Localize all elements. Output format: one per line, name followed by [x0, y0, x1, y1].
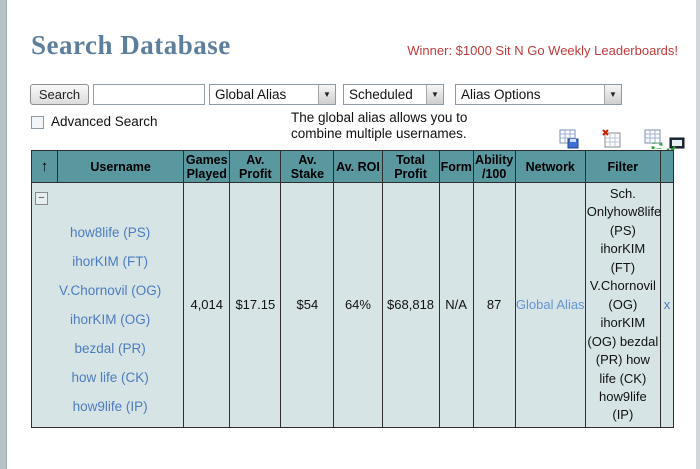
alias-options-select[interactable]: Alias Options ▼ — [455, 84, 622, 105]
alias-options-value: Alias Options — [461, 87, 541, 102]
total-profit-cell: $68,818 — [381, 182, 440, 428]
username-list: how8life (PS) ihorKIM (FT) V.Chornovil (… — [35, 218, 183, 421]
form-cell: N/A — [438, 182, 474, 428]
advanced-search-checkbox[interactable] — [31, 116, 44, 129]
remove-row-link[interactable]: x — [663, 297, 671, 313]
results-table: ↑ Username Games Played Av. Profit Av. Stak… — [30, 150, 675, 428]
av-roi-cell: 64% — [333, 182, 383, 428]
username-link[interactable]: how8life (PS) — [69, 224, 151, 240]
page-title: Search Database — [31, 30, 231, 60]
column-header-av-profit[interactable]: Av. Profit — [229, 150, 282, 183]
network-cell: Global Alias — [514, 182, 586, 428]
username-cell: − how8life (PS) ihorKIM (FT) V.Chornovil… — [30, 182, 185, 428]
page-right-edge — [696, 0, 700, 469]
excel-export-icon[interactable] — [602, 129, 622, 149]
column-header-ability[interactable]: Ability/100 — [472, 150, 516, 183]
username-link[interactable]: bezdal (PR) — [74, 340, 146, 356]
chevron-down-icon[interactable]: ▼ — [426, 85, 443, 104]
ability-cell: 87 — [472, 182, 516, 428]
schedule-select[interactable]: Scheduled ▼ — [343, 84, 444, 105]
column-header-total-profit[interactable]: Total Profit — [381, 150, 440, 183]
username-link[interactable]: how life (CK) — [71, 369, 149, 385]
username-link[interactable]: V.Chornovil (OG) — [58, 282, 162, 298]
collapse-group-button[interactable]: − — [35, 191, 48, 205]
column-header-remove — [659, 150, 675, 183]
username-link[interactable]: ihorKIM (FT) — [72, 253, 148, 269]
advanced-search-label: Advanced Search — [51, 114, 158, 129]
column-header-username[interactable]: Username — [57, 150, 185, 183]
page-left-edge — [0, 0, 7, 469]
column-header-av-roi[interactable]: Av. ROI — [333, 150, 383, 183]
username-link[interactable]: ihorKIM (OG) — [69, 311, 151, 327]
schedule-value: Scheduled — [349, 87, 413, 102]
search-type-value: Global Alias — [215, 87, 287, 102]
chevron-down-icon[interactable]: ▼ — [604, 85, 621, 104]
search-type-select[interactable]: Global Alias ▼ — [209, 84, 336, 105]
helper-line-2: combine multiple usernames. — [291, 126, 467, 141]
username-link[interactable]: how9life (IP) — [72, 398, 148, 414]
column-header-filter[interactable]: Filter — [584, 150, 661, 183]
search-input[interactable] — [93, 84, 205, 105]
network-link[interactable]: Global Alias — [515, 297, 585, 313]
column-header-network[interactable]: Network — [514, 150, 586, 183]
av-stake-cell: $54 — [280, 182, 335, 428]
search-button[interactable]: Search — [30, 84, 89, 105]
games-played-cell: 4,014 — [183, 182, 231, 428]
sort-column-header[interactable]: ↑ — [30, 150, 59, 183]
filter-cell: Sch. Onlyhow8life (PS) ihorKIM (FT) V.Ch… — [584, 182, 661, 428]
column-header-games-played[interactable]: Games Played — [183, 150, 231, 183]
column-header-av-stake[interactable]: Av. Stake — [280, 150, 335, 183]
chevron-down-icon[interactable]: ▼ — [318, 85, 335, 104]
save-table-icon[interactable] — [559, 129, 579, 149]
table-row: − how8life (PS) ihorKIM (FT) V.Chornovil… — [30, 182, 675, 428]
global-alias-helper-text: The global alias allows you to combine m… — [291, 110, 511, 142]
header-row: ↑ Username Games Played Av. Profit Av. Stak… — [30, 150, 675, 183]
sort-ascending-icon[interactable]: ↑ — [40, 157, 49, 175]
av-profit-cell: $17.15 — [229, 182, 282, 428]
helper-line-1: The global alias allows you to — [291, 110, 468, 125]
promo-banner[interactable]: Winner: $1000 Sit N Go Weekly Leaderboar… — [407, 43, 678, 58]
refresh-table-icon[interactable] — [644, 129, 664, 149]
column-header-form[interactable]: Form — [438, 150, 474, 183]
remove-cell: x — [659, 182, 675, 428]
